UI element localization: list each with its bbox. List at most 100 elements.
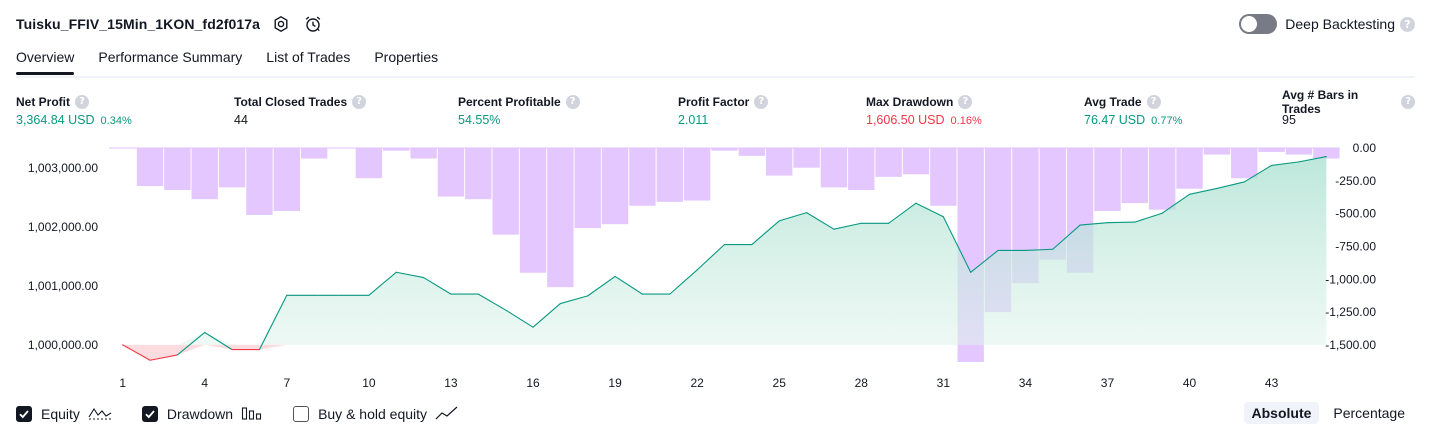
absolute-mode-button[interactable]: Absolute xyxy=(1243,402,1320,424)
drawdown-bar xyxy=(793,148,820,168)
drawdown-bar xyxy=(218,148,246,188)
equity-line-segment xyxy=(806,212,835,230)
drawdown-bar xyxy=(875,148,902,177)
legend-buy-hold-equity[interactable]: Buy & hold equity xyxy=(293,405,459,424)
drawdown-bar xyxy=(164,148,191,191)
x-tick-label: 34 xyxy=(1019,376,1033,390)
buy-hold-checkbox[interactable] xyxy=(293,406,310,422)
stat-label: Max Drawdown xyxy=(866,94,954,109)
stat-value: 2.011 xyxy=(678,113,709,127)
x-tick-label: 31 xyxy=(937,376,951,390)
drawdown-bar xyxy=(410,148,437,159)
equity-line-segment xyxy=(888,202,917,224)
drawdown-bar xyxy=(1203,148,1231,155)
x-tick-label: 19 xyxy=(608,376,622,390)
equity-line-segment xyxy=(1216,181,1245,189)
x-tick-label: 22 xyxy=(690,376,704,390)
stat-percent: 0.77% xyxy=(1151,115,1183,127)
equity-drawdown-chart[interactable]: 1,003,000.00 1,002,000.00 1,001,000.00 1,00… xyxy=(0,140,1431,395)
percentage-mode-button[interactable]: Percentage xyxy=(1333,405,1405,421)
drawdown-bar xyxy=(574,148,601,229)
equity-line-segment xyxy=(1188,187,1218,195)
equity-line-segment xyxy=(1079,222,1109,226)
left-tick-label: 1,002,000.00 xyxy=(28,220,98,234)
equity-line-segment xyxy=(204,331,233,351)
settings-gear-icon[interactable] xyxy=(270,13,292,35)
drawdown-bar xyxy=(848,148,875,191)
drawdown-bar xyxy=(1094,148,1121,212)
value-mode-switch: Absolute Percentage xyxy=(1238,402,1414,424)
tab-properties[interactable]: Properties xyxy=(374,49,439,65)
legend-drawdown[interactable]: Drawdown xyxy=(141,405,263,424)
stat-label: Percent Profitable xyxy=(458,94,561,109)
equity-line-segment xyxy=(1052,224,1081,250)
drawdown-bar xyxy=(656,148,683,202)
legend-buy-hold-label: Buy & hold equity xyxy=(318,406,428,422)
equity-line-segment xyxy=(176,331,206,356)
drawdown-bar xyxy=(136,148,164,187)
deep-backtesting-label: Deep Backtesting xyxy=(1285,16,1395,32)
help-icon[interactable]: ? xyxy=(1401,94,1415,109)
help-icon[interactable]: ? xyxy=(958,94,973,109)
tab-bar: Overview Performance Summary List of Tra… xyxy=(16,46,1415,78)
help-icon[interactable]: ? xyxy=(75,94,89,109)
equity-line-segment xyxy=(1106,221,1136,224)
equity-checkbox[interactable] xyxy=(16,406,32,422)
drawdown-bar xyxy=(519,148,547,273)
stat-avg-trade: Avg Trade? 76.47 USD 0.77% xyxy=(1084,94,1182,127)
x-tick-label: 16 xyxy=(526,376,540,390)
tab-performance-summary[interactable]: Performance Summary xyxy=(98,49,243,65)
x-tick-label: 28 xyxy=(855,376,869,390)
drawdown-bar xyxy=(766,148,793,176)
stat-percent: 0.34% xyxy=(100,115,132,127)
equity-line-segment xyxy=(1161,193,1191,214)
stat-label: Profit Factor xyxy=(678,94,750,109)
legend-equity[interactable]: Equity xyxy=(16,405,112,424)
drawdown-bar xyxy=(1258,148,1285,152)
x-tick-label: 1 xyxy=(119,376,126,390)
x-tick-label: 10 xyxy=(362,376,376,390)
strategy-title: Tuisku_FFIV_15Min_1KON_fd2f017a xyxy=(16,16,261,32)
x-tick-label: 7 xyxy=(283,376,290,390)
stat-avg-bars-in-trades: Avg # Bars in Trades? 95 xyxy=(1282,88,1415,127)
drawdown-bar xyxy=(273,148,300,212)
equity-line-segment xyxy=(970,249,999,273)
buy-hold-line-icon xyxy=(435,405,459,424)
help-icon[interactable]: ? xyxy=(565,94,580,109)
tab-overview[interactable]: Overview xyxy=(16,46,75,75)
equity-line-segment xyxy=(1243,164,1273,183)
x-tick-label: 37 xyxy=(1101,376,1115,390)
right-axis: 0.00 -250.00 -500.00 -750.00 -1,000.00 -1,250… xyxy=(1325,141,1376,352)
stat-label: Total Closed Trades xyxy=(234,94,348,109)
x-tick-label: 13 xyxy=(444,376,458,390)
stat-label: Net Profit xyxy=(16,94,70,109)
drawdown-checkbox[interactable] xyxy=(141,406,158,422)
stat-label: Avg # Bars in Trades xyxy=(1282,87,1359,116)
equity-line-segment xyxy=(778,212,808,222)
drawdown-bar xyxy=(930,148,957,206)
stat-value: 44 xyxy=(234,113,248,127)
equity-line-segment xyxy=(614,275,643,295)
right-tick-label: -1,250.00 xyxy=(1325,305,1376,319)
drawdown-bar xyxy=(1285,148,1313,155)
right-tick-label: -1,500.00 xyxy=(1325,338,1376,352)
left-tick-label: 1,000,000.00 xyxy=(28,338,98,352)
drawdown-bar xyxy=(902,148,930,175)
equity-line-segment xyxy=(942,216,972,273)
drawdown-bar xyxy=(246,148,273,215)
strategy-header: Tuisku_FFIV_15Min_1KON_fd2f017a Deep Bac… xyxy=(16,12,1415,36)
left-axis: 1,003,000.00 1,002,000.00 1,001,000.00 1,00… xyxy=(28,161,98,352)
equity-line-segment xyxy=(258,294,288,351)
equity-area xyxy=(122,156,1327,361)
help-icon[interactable]: ? xyxy=(1146,94,1161,109)
help-icon[interactable]: ? xyxy=(1400,16,1415,32)
deep-backtesting-toggle[interactable] xyxy=(1239,14,1278,34)
help-icon[interactable]: ? xyxy=(352,94,367,109)
tab-list-of-trades[interactable]: List of Trades xyxy=(266,49,351,65)
stat-percent: 0.16% xyxy=(950,115,982,127)
help-icon[interactable]: ? xyxy=(754,94,769,109)
drawdown-bar xyxy=(492,148,519,235)
legend-drawdown-label: Drawdown xyxy=(166,406,234,422)
equity-line-segment xyxy=(915,202,944,218)
alarm-clock-icon[interactable] xyxy=(302,13,324,35)
